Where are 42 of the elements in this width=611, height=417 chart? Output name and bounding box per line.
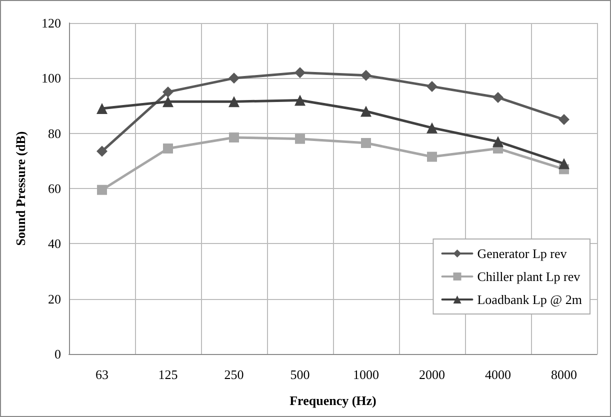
point [294, 94, 306, 106]
point [295, 134, 305, 144]
point [558, 158, 570, 170]
point [360, 70, 372, 81]
point [492, 136, 504, 148]
y-tick-label: 60 [48, 181, 61, 196]
x-tick-label: 8000 [551, 367, 577, 382]
x-tick-label: 63 [96, 367, 108, 382]
point [163, 144, 173, 154]
point [426, 80, 438, 92]
y-tick-label: 40 [48, 236, 61, 252]
y-tick-label: 120 [42, 16, 61, 30]
y-tick-label: 20 [48, 291, 61, 306]
x-tick-label: 1000 [353, 367, 379, 382]
y-tick-label: 0 [54, 346, 61, 362]
point [228, 72, 240, 84]
y-tick-label: 80 [48, 126, 61, 141]
x-tick-label: 500 [290, 367, 310, 382]
y-tick-label: 100 [42, 70, 61, 86]
x-tick-label: 250 [224, 367, 244, 382]
point [228, 96, 240, 108]
x-tick-label: 4000 [485, 367, 511, 382]
point [162, 96, 174, 108]
point [162, 86, 174, 98]
point [229, 132, 239, 142]
point [96, 146, 108, 157]
point [492, 92, 504, 103]
point [294, 67, 306, 78]
legend-label: Loadbank Lp @ 2m [477, 292, 582, 307]
x-tick-label: 2000 [419, 367, 445, 382]
point [97, 184, 107, 195]
point [427, 152, 437, 162]
legend-label: Generator Lp rev [477, 246, 568, 261]
legend-label: Chiller plant Lp rev [477, 269, 581, 284]
point [426, 122, 438, 134]
x-tick-label: 125 [158, 367, 178, 382]
point [558, 114, 570, 126]
point [361, 138, 371, 148]
x-axis-title: Frequency (Hz) [290, 393, 376, 408]
y-axis-title: Sound Pressure (dB) [13, 131, 28, 246]
point [96, 103, 108, 114]
point [360, 106, 372, 117]
